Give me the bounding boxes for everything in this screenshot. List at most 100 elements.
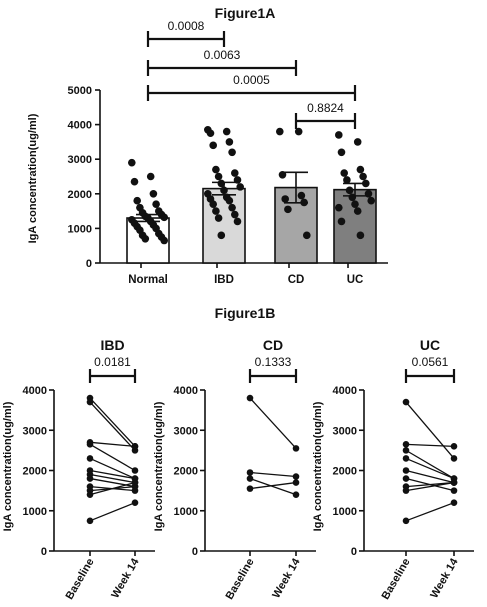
data-point-baseline [402, 475, 410, 482]
paired-line [249, 477, 297, 496]
data-point-cd [276, 127, 284, 136]
data-point-ibd [206, 129, 215, 138]
y-tick-label: 2000 [333, 466, 357, 478]
data-point-uc [343, 176, 351, 184]
paired-line [405, 481, 455, 488]
y-tick-label: 0 [86, 258, 92, 270]
data-point-week-14 [450, 499, 458, 507]
data-point-week-14 [131, 499, 139, 507]
x-tick-label: Baseline [64, 557, 97, 602]
data-point-normal [149, 190, 158, 198]
paired-line [405, 469, 455, 484]
y-tick-label: 2000 [23, 466, 47, 478]
significance-bracket [146, 60, 298, 76]
paired-line [89, 441, 136, 447]
paired-plot-cd: CD 0.1333 0 1000 2000 3000 4000 IgA concentrati… [153, 337, 316, 602]
x-tick-label: Week 14 [428, 556, 461, 601]
data-point-uc [337, 148, 346, 157]
data-point-baseline [402, 447, 410, 454]
data-point-week-14 [131, 467, 139, 474]
data-point-week-14 [292, 473, 300, 480]
data-point-baseline [246, 469, 254, 476]
data-point-uc [335, 203, 343, 212]
data-point-normal [130, 177, 139, 186]
data-point-cd [281, 195, 290, 203]
y-tick-label: 1000 [174, 506, 198, 518]
data-point-baseline [402, 517, 410, 525]
data-point-uc [359, 172, 367, 181]
x-tick-label: Week 14 [109, 556, 142, 601]
significance-bracket [404, 369, 456, 383]
data-point-week-14 [131, 443, 139, 450]
data-point-ibd [231, 169, 239, 177]
significance-bracket [146, 85, 357, 101]
y-tick-label: 0 [192, 546, 198, 558]
data-point-normal [146, 172, 155, 181]
significance-bracket [146, 31, 226, 47]
y-tick-label: 1000 [68, 223, 92, 235]
p-value-label: 0.0063 [204, 48, 241, 62]
data-point-uc [353, 207, 362, 215]
p-value-label: 0.8824 [307, 101, 344, 115]
data-point-ibd [228, 203, 236, 212]
panel-title: UC [420, 337, 440, 353]
paired-line [405, 449, 455, 480]
data-point-ibd [222, 127, 231, 136]
y-tick-label: 3000 [333, 425, 357, 437]
data-point-uc [351, 200, 359, 208]
data-point-ibd [214, 214, 223, 222]
data-point-ibd [225, 196, 234, 205]
x-tick-label: Baseline [224, 557, 257, 602]
data-point-ibd [214, 172, 223, 181]
y-tick-label: 0 [41, 546, 47, 558]
data-point-uc [356, 231, 365, 240]
p-value-label: 0.1333 [255, 355, 292, 369]
data-point-uc [353, 138, 362, 146]
data-point-week-14 [292, 479, 300, 486]
data-point-cd [294, 127, 303, 136]
y-tick-label: 4000 [174, 385, 198, 397]
y-axis-label: IgA concentration(ug/ml) [153, 401, 165, 531]
paired-line [249, 481, 297, 490]
data-point-ibd [233, 217, 242, 226]
paired-line [89, 457, 136, 480]
data-point-normal [160, 213, 168, 222]
data-point-ibd [225, 138, 234, 146]
y-tick-label: 2000 [174, 466, 198, 478]
p-value-label: 0.0008 [168, 19, 205, 33]
data-point-normal [141, 234, 150, 243]
data-point-baseline [86, 491, 94, 498]
panel-title: IBD [100, 337, 124, 353]
paired-line [405, 457, 455, 480]
y-tick-label: 0 [351, 546, 357, 558]
data-point-cd [303, 231, 311, 240]
data-point-baseline [402, 441, 410, 448]
paired-line [89, 473, 136, 484]
data-point-week-14 [131, 479, 139, 486]
data-point-baseline [402, 467, 410, 474]
data-point-week-14 [450, 487, 458, 494]
y-axis-label: IgA concentration(ug/ml) [27, 113, 39, 243]
data-point-baseline [402, 398, 410, 406]
data-point-baseline [86, 517, 94, 525]
data-point-cd [284, 205, 292, 214]
data-point-ibd [209, 141, 217, 150]
data-point-week-14 [292, 445, 300, 452]
bar-chart-figure-1a: 0 1000 2000 3000 4000 5000 IgA concentration(u… [27, 19, 388, 286]
data-point-ibd [228, 148, 236, 157]
y-tick-label: 1000 [333, 506, 357, 518]
x-tick-label: Baseline [380, 557, 413, 602]
paired-plot-ibd: IBD 0.0181 0 1000 2000 3000 4000 IgA concentrat… [2, 337, 155, 602]
y-tick-label: 4000 [333, 385, 357, 397]
y-tick-label: 1000 [23, 506, 47, 518]
paired-line [249, 397, 297, 449]
y-tick-label: 3000 [68, 154, 92, 166]
y-tick-label: 3000 [23, 425, 47, 437]
p-value-label: 0.0005 [233, 73, 270, 87]
p-value-label: 0.0561 [412, 355, 449, 369]
data-point-uc [345, 186, 354, 195]
y-tick-label: 2000 [68, 189, 92, 201]
y-tick-label: 3000 [174, 425, 198, 437]
data-point-baseline [246, 394, 254, 402]
